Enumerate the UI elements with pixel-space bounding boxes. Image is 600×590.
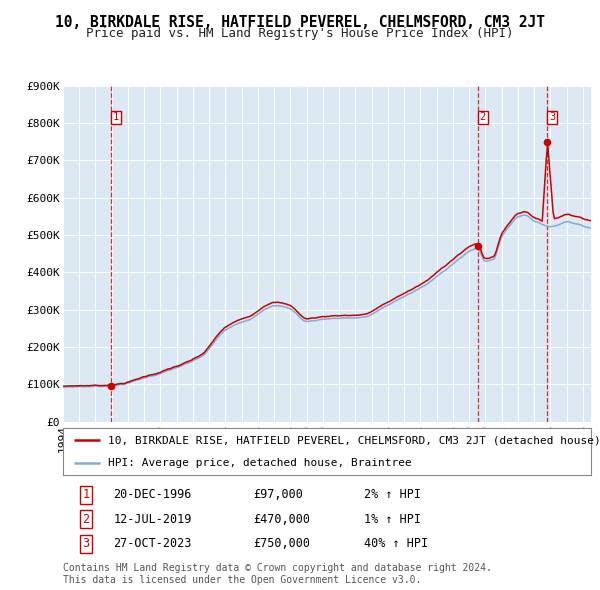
Text: 2% ↑ HPI: 2% ↑ HPI	[364, 488, 421, 501]
Text: £750,000: £750,000	[253, 537, 310, 550]
Text: £470,000: £470,000	[253, 513, 310, 526]
Text: 40% ↑ HPI: 40% ↑ HPI	[364, 537, 428, 550]
Text: Price paid vs. HM Land Registry's House Price Index (HPI): Price paid vs. HM Land Registry's House …	[86, 27, 514, 40]
Text: 2: 2	[479, 113, 485, 123]
Text: HPI: Average price, detached house, Braintree: HPI: Average price, detached house, Brai…	[108, 458, 412, 468]
Text: 1: 1	[82, 488, 89, 501]
Text: 12-JUL-2019: 12-JUL-2019	[113, 513, 191, 526]
Text: 3: 3	[549, 113, 556, 123]
Text: 1: 1	[113, 113, 119, 123]
Text: 20-DEC-1996: 20-DEC-1996	[113, 488, 191, 501]
Text: Contains HM Land Registry data © Crown copyright and database right 2024.
This d: Contains HM Land Registry data © Crown c…	[63, 563, 492, 585]
Text: £97,000: £97,000	[253, 488, 303, 501]
Text: 10, BIRKDALE RISE, HATFIELD PEVEREL, CHELMSFORD, CM3 2JT: 10, BIRKDALE RISE, HATFIELD PEVEREL, CHE…	[55, 15, 545, 30]
Text: 3: 3	[82, 537, 89, 550]
Text: 10, BIRKDALE RISE, HATFIELD PEVEREL, CHELMSFORD, CM3 2JT (detached house): 10, BIRKDALE RISE, HATFIELD PEVEREL, CHE…	[108, 435, 600, 445]
Text: 27-OCT-2023: 27-OCT-2023	[113, 537, 191, 550]
Text: 1% ↑ HPI: 1% ↑ HPI	[364, 513, 421, 526]
Text: 2: 2	[82, 513, 89, 526]
